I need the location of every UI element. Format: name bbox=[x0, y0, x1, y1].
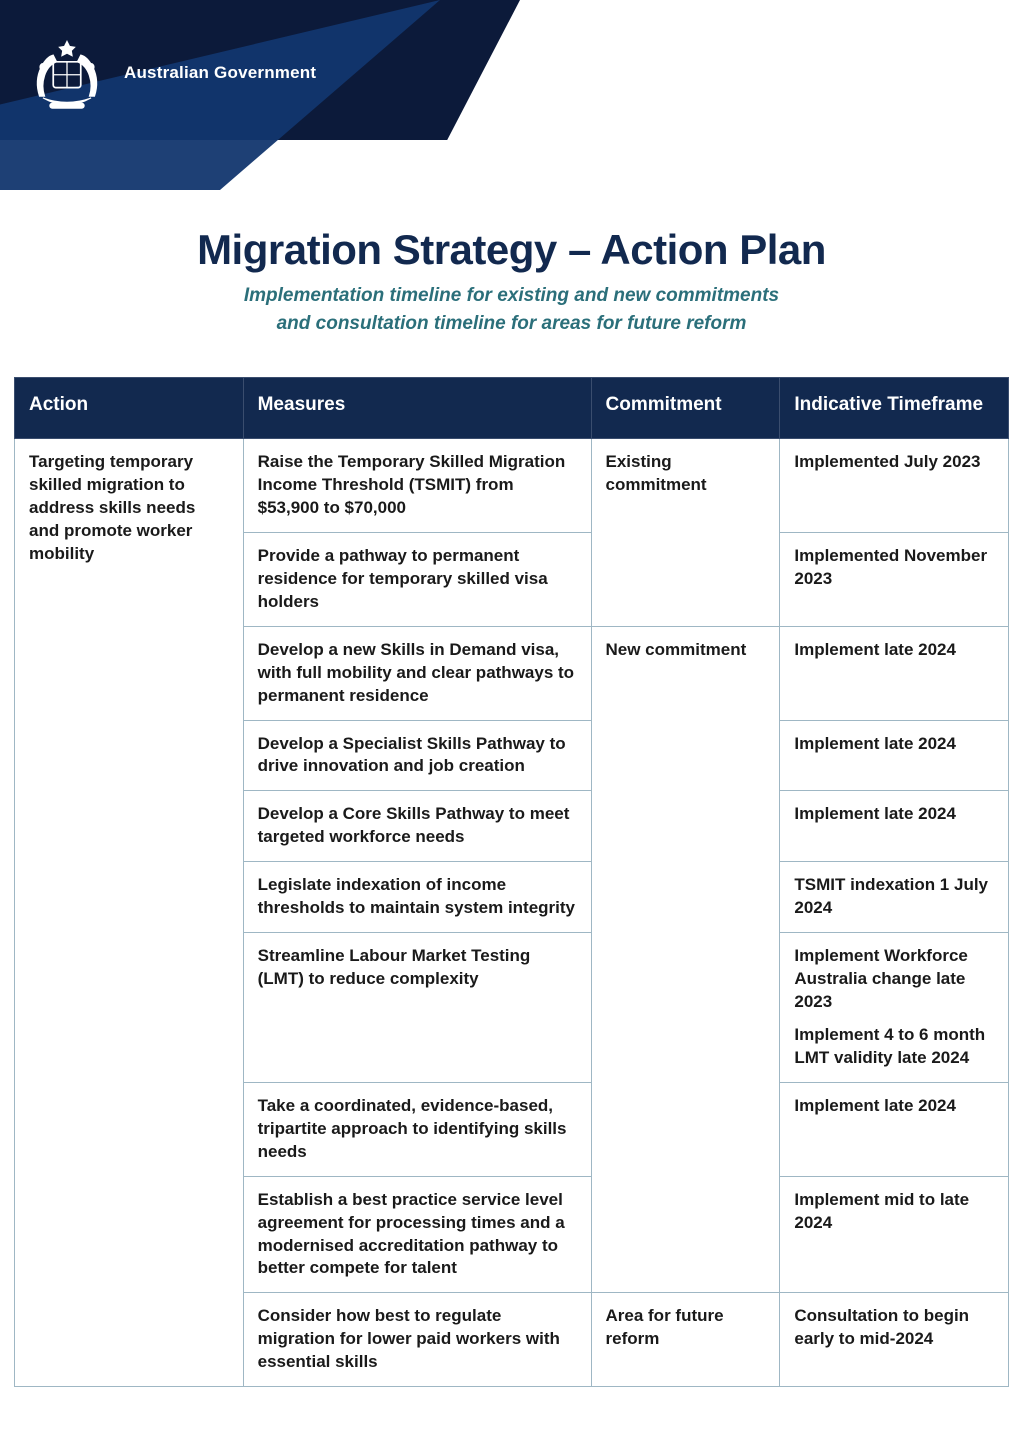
timeframe-text: Implemented November 2023 bbox=[794, 545, 994, 591]
timeframe-text: Implement late 2024 bbox=[794, 733, 994, 756]
measure-cell: Legislate indexation of income threshold… bbox=[243, 862, 591, 933]
timeframe-text: Implement late 2024 bbox=[794, 1095, 994, 1118]
timeframe-cell: Implement Workforce Australia change lat… bbox=[780, 933, 1009, 1083]
measure-cell: Raise the Temporary Skilled Migration In… bbox=[243, 439, 591, 533]
page-title: Migration Strategy – Action Plan bbox=[40, 226, 983, 274]
measure-cell: Streamline Labour Market Testing (LMT) t… bbox=[243, 933, 591, 1083]
timeframe-cell: Consultation to begin early to mid-2024 bbox=[780, 1293, 1009, 1387]
page-subtitle: Implementation timeline for existing and… bbox=[40, 282, 983, 337]
timeframe-text: TSMIT indexation 1 July 2024 bbox=[794, 874, 994, 920]
timeframe-cell: Implemented July 2023 bbox=[780, 439, 1009, 533]
gov-brand: Australian Government bbox=[24, 36, 316, 110]
timeframe-cell: Implement late 2024 bbox=[780, 791, 1009, 862]
title-block: Migration Strategy – Action Plan Impleme… bbox=[0, 190, 1023, 367]
commitment-cell: New commitment bbox=[591, 626, 780, 1293]
measure-cell: Consider how best to regulate migration … bbox=[243, 1293, 591, 1387]
col-timeframe: Indicative Timeframe bbox=[780, 378, 1009, 439]
subtitle-line2: and consultation timeline for areas for … bbox=[277, 313, 747, 334]
commitment-cell: Area for future reform bbox=[591, 1293, 780, 1387]
action-cell: Targeting temporary skilled migration to… bbox=[15, 439, 244, 1387]
col-measures: Measures bbox=[243, 378, 591, 439]
timeframe-text: Consultation to begin early to mid-2024 bbox=[794, 1305, 994, 1351]
commitment-cell: Existing commitment bbox=[591, 439, 780, 627]
measure-cell: Develop a Specialist Skills Pathway to d… bbox=[243, 720, 591, 791]
timeframe-text: Implement late 2024 bbox=[794, 639, 994, 662]
measure-cell: Provide a pathway to permanent residence… bbox=[243, 532, 591, 626]
timeframe-text: Implement Workforce Australia change lat… bbox=[794, 945, 994, 1014]
subtitle-line1: Implementation timeline for existing and… bbox=[244, 285, 779, 306]
action-plan-table: Action Measures Commitment Indicative Ti… bbox=[14, 377, 1009, 1387]
timeframe-text: Implement 4 to 6 month LMT validity late… bbox=[794, 1024, 994, 1070]
table-header-row: Action Measures Commitment Indicative Ti… bbox=[15, 378, 1009, 439]
measure-cell: Establish a best practice service level … bbox=[243, 1176, 591, 1293]
table-row: Targeting temporary skilled migration to… bbox=[15, 439, 1009, 533]
timeframe-cell: Implement late 2024 bbox=[780, 1082, 1009, 1176]
measure-cell: Develop a new Skills in Demand visa, wit… bbox=[243, 626, 591, 720]
timeframe-cell: TSMIT indexation 1 July 2024 bbox=[780, 862, 1009, 933]
gov-brand-text: Australian Government bbox=[124, 63, 316, 83]
timeframe-cell: Implement late 2024 bbox=[780, 626, 1009, 720]
col-action: Action bbox=[15, 378, 244, 439]
measure-cell: Develop a Core Skills Pathway to meet ta… bbox=[243, 791, 591, 862]
coat-of-arms-icon bbox=[24, 36, 110, 110]
timeframe-cell: Implemented November 2023 bbox=[780, 532, 1009, 626]
timeframe-cell: Implement late 2024 bbox=[780, 720, 1009, 791]
measure-cell: Take a coordinated, evidence-based, trip… bbox=[243, 1082, 591, 1176]
timeframe-cell: Implement mid to late 2024 bbox=[780, 1176, 1009, 1293]
col-commitment: Commitment bbox=[591, 378, 780, 439]
timeframe-text: Implement mid to late 2024 bbox=[794, 1189, 994, 1235]
timeframe-text: Implement late 2024 bbox=[794, 803, 994, 826]
timeframe-text: Implemented July 2023 bbox=[794, 451, 994, 474]
header-banner: Australian Government bbox=[0, 0, 1023, 190]
